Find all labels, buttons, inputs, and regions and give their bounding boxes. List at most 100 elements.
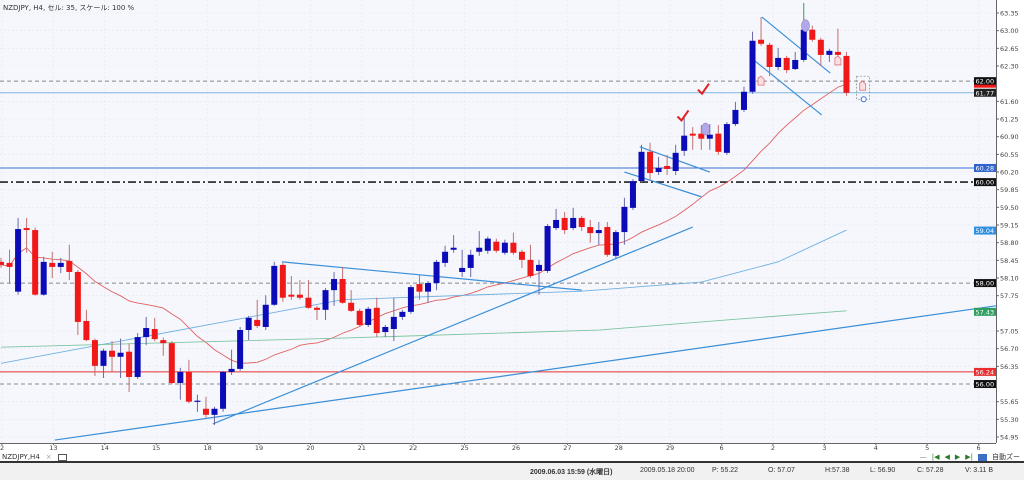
checkmark-icon bbox=[697, 83, 710, 96]
trendline bbox=[624, 171, 702, 198]
last-bar-button[interactable]: ▶| bbox=[965, 453, 973, 461]
next-bar-button[interactable]: ▶ bbox=[954, 453, 961, 461]
candle-bearish bbox=[510, 242, 517, 253]
candle-bullish bbox=[467, 254, 474, 268]
candle-bearish bbox=[160, 340, 167, 344]
candle-bullish bbox=[100, 350, 107, 366]
trendline bbox=[749, 56, 823, 116]
price-label: 56.00 bbox=[976, 381, 995, 389]
price-label: 56.24 bbox=[976, 368, 995, 376]
time-axis[interactable]: 2 13 14 15 18 19 20 21 22 25 26 27 28 29 6 2 3 4 5 6 bbox=[0, 443, 981, 452]
candle-bullish bbox=[322, 290, 329, 310]
price-chart[interactable]: 63.35 63.00 62.65 62.30 61.60 61.25 60.90 60.55… bbox=[0, 0, 1024, 455]
indicator-label-box bbox=[974, 226, 996, 235]
candle-bearish bbox=[578, 217, 585, 228]
candle-bullish bbox=[826, 50, 833, 55]
hand-cursor-icon bbox=[757, 75, 765, 86]
chart-navigation: — |◀ ◀ ▶ ▶| 自動ズー bbox=[920, 453, 1020, 461]
candle-bullish bbox=[536, 264, 543, 271]
hand-cursor-icon bbox=[834, 55, 842, 66]
auto-zoom-icon[interactable] bbox=[978, 453, 987, 461]
checkmark-icon bbox=[676, 109, 690, 123]
candle-bearish bbox=[288, 294, 295, 297]
candle-bearish bbox=[715, 133, 722, 152]
candle-bullish bbox=[271, 265, 278, 305]
price-label: 60.00 bbox=[976, 179, 995, 187]
candle-bearish bbox=[279, 264, 286, 298]
price-label-box bbox=[974, 367, 996, 376]
candle-bearish bbox=[296, 294, 303, 298]
candle-bullish bbox=[792, 59, 799, 70]
auto-zoom-button[interactable]: 自動ズー bbox=[992, 453, 1020, 461]
time-tick-label: 15 bbox=[152, 444, 160, 452]
price-tick-label: 60.55 bbox=[1000, 151, 1019, 159]
time-tick-label: 22 bbox=[409, 444, 417, 452]
price-tick-label: 60.20 bbox=[1000, 169, 1019, 177]
chart-background bbox=[0, 0, 996, 443]
status-bar: 2009.06.03 15:59 (水曜日) 2009.05.18 20:00 … bbox=[0, 461, 1024, 480]
candle-bearish bbox=[527, 259, 534, 277]
price-tick-label: 61.25 bbox=[1000, 116, 1019, 124]
price-tick-label: 59.85 bbox=[1000, 186, 1019, 194]
price-tick-label: 55.65 bbox=[1000, 398, 1019, 406]
price-tick-label: 62.65 bbox=[1000, 45, 1019, 53]
trendline bbox=[761, 16, 831, 74]
price-tick-label: 56.70 bbox=[1000, 345, 1019, 353]
candle-bullish bbox=[211, 408, 218, 415]
status-open: O: 57.07 bbox=[768, 467, 795, 474]
candle-bearish bbox=[518, 251, 525, 260]
status-close: C: 57.28 bbox=[917, 467, 944, 474]
candle-bearish bbox=[32, 230, 39, 295]
candle-bearish bbox=[493, 241, 500, 251]
trendline bbox=[212, 226, 693, 425]
chart-title: NZDJPY, H4, セル: 35, スケール: 100 % bbox=[3, 4, 135, 12]
tab-close-button[interactable]: × bbox=[45, 453, 52, 461]
candle-bearish bbox=[109, 350, 116, 357]
candle-bearish bbox=[339, 279, 346, 303]
candle-bullish bbox=[365, 308, 372, 325]
candle-bearish bbox=[202, 408, 209, 415]
candle-bullish bbox=[442, 251, 449, 263]
marker-icon bbox=[701, 122, 710, 136]
candle-bearish bbox=[689, 133, 696, 136]
candle-bearish bbox=[83, 320, 90, 341]
candle-bullish bbox=[553, 219, 560, 229]
price-axis[interactable]: 63.35 63.00 62.65 62.30 61.60 61.25 60.90 60.55… bbox=[996, 10, 1019, 442]
time-tick-label: 26 bbox=[512, 444, 520, 452]
price-label: 61.77 bbox=[976, 89, 995, 97]
candle-bearish bbox=[126, 351, 133, 377]
price-tick-label: 57.75 bbox=[1000, 292, 1019, 300]
zoom-out-button[interactable]: — bbox=[919, 453, 927, 461]
price-tick-label: 63.00 bbox=[1000, 27, 1019, 35]
candle-bearish bbox=[151, 329, 158, 340]
candle-bearish bbox=[23, 228, 30, 231]
prev-bar-button[interactable]: ◀ bbox=[944, 453, 950, 461]
price-label-box bbox=[974, 77, 996, 86]
time-tick-label: 19 bbox=[255, 444, 263, 452]
candle-bullish bbox=[425, 283, 431, 292]
candle-bullish bbox=[15, 229, 22, 292]
time-tick-label: 6 bbox=[977, 444, 981, 452]
candle-bullish bbox=[476, 247, 483, 252]
candle-bearish bbox=[758, 39, 765, 44]
candle-bullish bbox=[621, 206, 628, 233]
price-tick-label: 63.35 bbox=[1000, 10, 1019, 18]
candle-bullish bbox=[800, 29, 807, 60]
first-bar-button[interactable]: |◀ bbox=[931, 453, 940, 461]
candle-bearish bbox=[416, 284, 423, 292]
window-icon[interactable] bbox=[57, 453, 67, 461]
candle-bullish bbox=[407, 287, 414, 312]
candle-bullish bbox=[399, 311, 406, 317]
candle-bullish bbox=[245, 317, 252, 331]
candle-bearish bbox=[604, 227, 611, 255]
time-tick-label: 2 bbox=[771, 444, 775, 452]
price-label-box bbox=[974, 163, 996, 172]
price-label-box bbox=[974, 88, 996, 97]
ma-fast-line bbox=[0, 83, 847, 364]
trendline bbox=[54, 305, 996, 441]
price-label: 58.00 bbox=[976, 280, 995, 288]
time-tick-label: 3 bbox=[822, 444, 826, 452]
candle-bullish bbox=[595, 230, 602, 234]
candle-bullish bbox=[459, 267, 466, 272]
chart-tab[interactable]: NZDJPY,H4 × bbox=[2, 453, 67, 461]
